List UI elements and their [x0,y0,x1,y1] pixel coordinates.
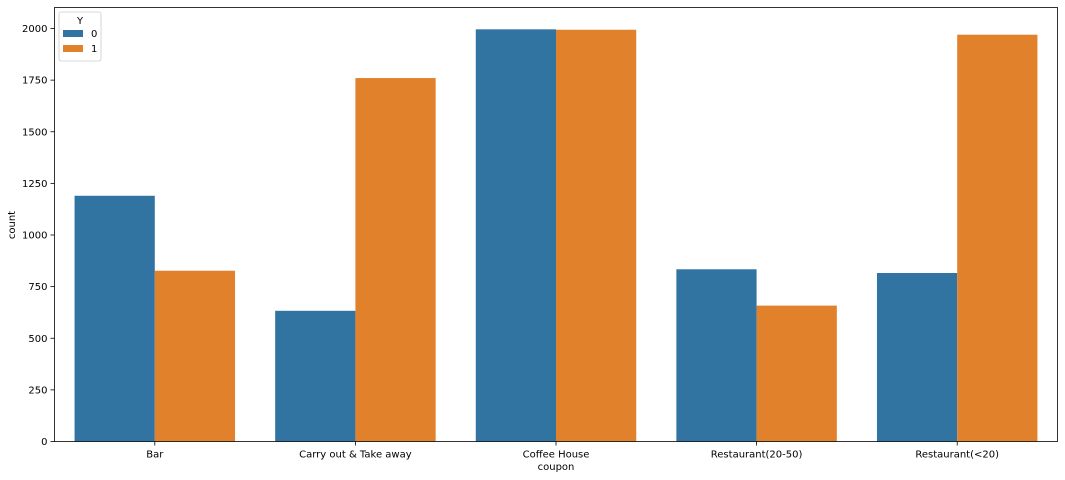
y-tick-label-1: 250 [28,385,47,396]
x-axis-ticks: Bar Carry out & Take away Coffee House Rest… [146,441,999,461]
y-tick-label-7: 1750 [22,76,47,87]
legend-label-1: 1 [91,44,97,55]
legend: Y 0 1 [58,11,102,62]
y-tick-label-4: 1000 [22,231,47,242]
x-tick-label-1: Carry out & Take away [299,450,412,461]
y-tick-label-2: 500 [28,334,47,345]
y-axis-label: count [7,211,18,239]
y-tick-label-5: 1250 [22,179,47,190]
x-tick-label-2: Coffee House [523,450,590,461]
y-axis-ticks: 0 250 500 750 1000 1250 1500 1750 2000 [22,24,55,448]
bar-0-0 [74,195,155,442]
plot-frame [54,7,1058,442]
y-tick-label-3: 750 [28,282,47,293]
x-tick-label-3: Restaurant(20-50) [711,450,803,461]
bar-1-1 [355,78,436,442]
bar-1-4 [957,34,1038,442]
legend-swatch-0 [63,30,83,37]
legend-label-0: 0 [91,29,97,40]
bar-0-4 [876,273,958,442]
y-tick-label-8: 2000 [22,24,47,35]
y-tick-label-0: 0 [41,437,47,448]
bar-0-2 [475,29,556,442]
bar-1-0 [154,270,236,442]
x-tick-label-4: Restaurant(<20) [915,450,999,461]
x-axis-label: coupon [538,462,575,473]
bars-group [74,29,1038,442]
bar-1-2 [556,29,637,442]
x-tick-label-0: Bar [146,450,164,461]
legend-title: Y [76,16,84,27]
bar-0-1 [275,310,356,442]
legend-swatch-1 [63,45,83,52]
bar-0-3 [676,269,757,442]
y-tick-label-6: 1500 [22,127,47,138]
bar-1-3 [756,305,837,442]
